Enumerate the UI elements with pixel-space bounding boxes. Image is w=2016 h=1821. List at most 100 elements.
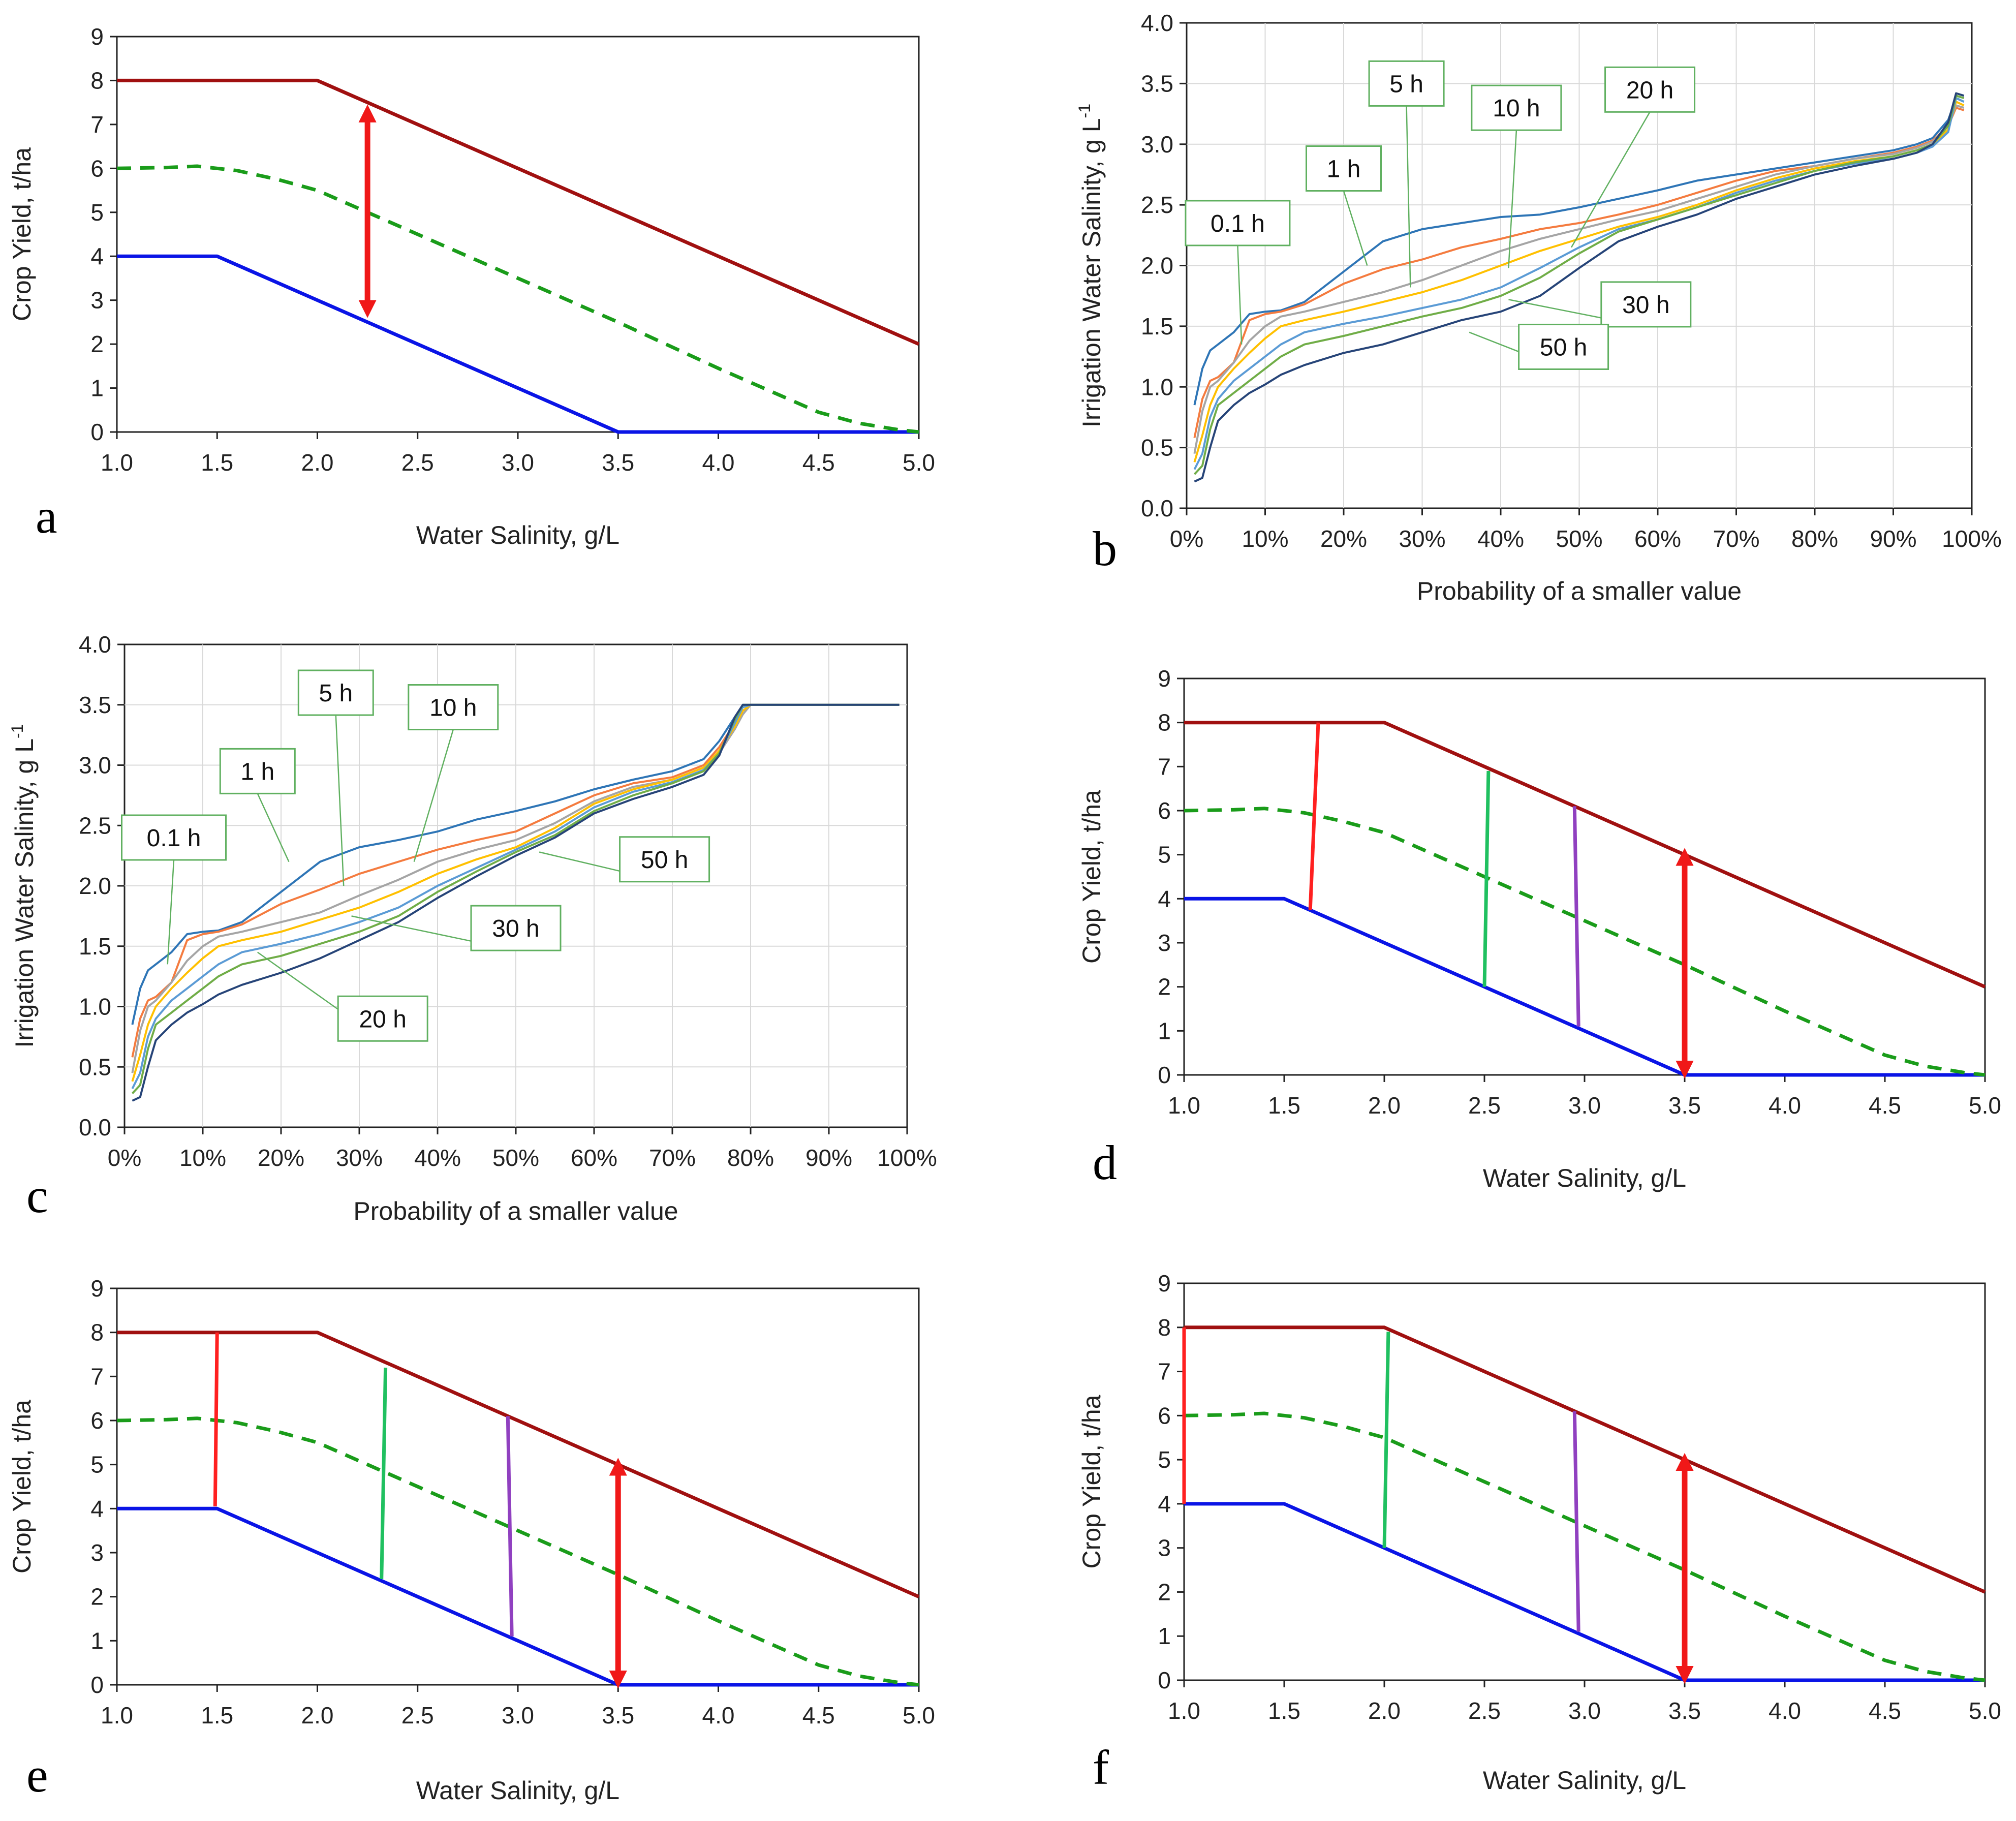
x-tick-label: 1.5 [201, 1702, 233, 1729]
panel-e-plot-area [116, 1287, 920, 1686]
x-tick-label: 50% [1556, 526, 1602, 552]
annotation-segment [1482, 770, 1491, 987]
callout-box [1600, 281, 1692, 328]
panel-b-series [1193, 92, 1965, 483]
x-tick-label: 3.5 [1668, 1697, 1701, 1724]
y-tick-label: 2.5 [1141, 192, 1173, 218]
panel-c-callouts: 0.1 h 1 h 5 h 10 h 20 h 30 h 50 h [121, 669, 710, 1042]
x-tick-label: 100% [877, 1145, 937, 1171]
callout-leader-line [335, 715, 345, 886]
series-line-50-h [1194, 92, 1965, 483]
callout-leader-line [167, 859, 175, 965]
y-tick-label: 3 [90, 1539, 104, 1566]
x-tick-label: 5.0 [903, 1702, 935, 1729]
y-tick-label: 7 [1158, 1359, 1171, 1385]
x-tick-label: 4.5 [1869, 1697, 1901, 1724]
callout-leader-line [1570, 111, 1651, 248]
annotation-segment [1308, 722, 1320, 910]
callout-label: 0.1 h [147, 825, 201, 852]
panel-e-x-ticks: 1.0 1.5 2.0 2.5 3.0 3.5 4.0 4.5 5.0 [101, 1685, 935, 1729]
annotation-segment [506, 1416, 514, 1637]
x-tick-label: 4.0 [702, 1702, 735, 1729]
panel-d: 1.0 1.5 2.0 2.5 3.0 3.5 4.0 4.5 5.0 0 1 2 3 4 5 6 7 8 9 W… [1077, 665, 2001, 1192]
callout-box [219, 748, 296, 794]
callout-label: 20 h [1626, 77, 1673, 104]
y-tick-label: 4 [90, 1495, 104, 1522]
callout-leader-line [1343, 191, 1368, 266]
callout-label: 30 h [492, 915, 539, 942]
x-tick-label: 40% [414, 1145, 461, 1171]
panel-d-x-axis-title: Water Salinity, g/L [1483, 1164, 1686, 1192]
series-line-5-h [131, 703, 900, 1073]
x-tick-label: 10% [1242, 526, 1288, 552]
series-line-50-h [132, 703, 900, 1102]
y-tick-label: 7 [90, 111, 104, 138]
y-tick-label: 8 [90, 67, 104, 94]
panel-d-x-ticks: 1.0 1.5 2.0 2.5 3.0 3.5 4.0 4.5 5.0 [1168, 1075, 2001, 1119]
x-tick-label: 4.0 [702, 449, 735, 476]
x-tick-label: 2.5 [1468, 1697, 1501, 1724]
series-line-upper [1184, 721, 1986, 989]
panel-c-x-ticks: 0% 10% 20% 30% 40% 50% 60% 70% 80% 90% 100% [108, 1127, 937, 1171]
y-tick-label: 3.0 [79, 752, 111, 779]
y-tick-label: 7 [1158, 753, 1171, 780]
x-tick-label: 2.5 [401, 1702, 434, 1729]
x-tick-label: 70% [649, 1145, 696, 1171]
panel-c-x-axis-title: Probability of a smaller value [353, 1197, 678, 1225]
y-tick-label: 1.5 [1141, 313, 1173, 339]
panel-e-letter: e [26, 1748, 48, 1802]
x-tick-label: 2.5 [401, 449, 434, 476]
panel-a-y-ticks: 0 1 2 3 4 5 6 7 8 9 [90, 23, 117, 445]
y-tick-label: 0 [1158, 1667, 1171, 1693]
panel-c-y-axis-title: Irrigation Water Salinity, g L-1 [8, 724, 39, 1047]
x-tick-label: 1.5 [1268, 1697, 1300, 1724]
panel-b-x-axis-title: Probability of a smaller value [1417, 577, 1742, 605]
y-tick-label: 4 [90, 243, 104, 269]
y-tick-label: 3 [1158, 930, 1171, 956]
y-tick-label: 8 [1158, 1314, 1171, 1341]
x-tick-label: 40% [1477, 526, 1524, 552]
x-tick-label: 2.0 [1368, 1697, 1401, 1724]
x-tick-label: 2.0 [301, 1702, 334, 1729]
series-line-lower [1184, 1502, 1985, 1682]
callout-label: 1 h [240, 758, 274, 785]
series-line-20-h [131, 703, 900, 1089]
y-tick-label: 4 [1158, 1491, 1171, 1517]
y-tick-label: 1 [1158, 1017, 1171, 1044]
x-tick-label: 4.5 [1869, 1092, 1901, 1119]
panel-e: 1.0 1.5 2.0 2.5 3.0 3.5 4.0 4.5 5.0 0 1 2 3 4 5 6 7 8 9 W… [8, 1275, 935, 1805]
panel-b-y-ticks: 0.0 0.5 1.0 1.5 2.0 2.5 3.0 3.5 4.0 [1141, 10, 1187, 521]
x-tick-label: 1.5 [201, 449, 233, 476]
x-tick-label: 3.5 [1668, 1092, 1701, 1119]
y-tick-label: 2 [1158, 1579, 1171, 1605]
y-tick-label: 2 [90, 1584, 104, 1610]
panel-a-x-ticks: 1.0 1.5 2.0 2.5 3.0 3.5 4.0 4.5 5.0 [101, 432, 935, 476]
panel-b-plot-area [1186, 22, 1973, 509]
panel-a-plot-area [116, 36, 920, 433]
panel-d-plot-area [1183, 677, 1986, 1076]
y-tick-label: 5 [90, 199, 104, 226]
panel-f-series [1184, 1325, 1986, 1682]
y-tick-label: 5 [90, 1452, 104, 1478]
panel-c-plot-area [123, 643, 908, 1128]
x-tick-label: 60% [571, 1145, 617, 1171]
callout-leader-line [413, 729, 454, 862]
y-tick-label: 2 [1158, 974, 1171, 1000]
y-tick-label: 9 [1158, 665, 1171, 692]
callout-leader-line [257, 793, 290, 862]
x-tick-label: 2.5 [1468, 1092, 1501, 1119]
plot-frame [116, 36, 920, 433]
series-line-upper [1184, 1325, 1986, 1594]
series-line-30-h [1193, 95, 1965, 475]
x-tick-label: 50% [492, 1145, 539, 1171]
callout-box [619, 836, 710, 883]
x-tick-label: 1.0 [101, 1702, 133, 1729]
callout-box [1518, 323, 1609, 370]
x-tick-label: 4.0 [1769, 1092, 1801, 1119]
panel-e-y-ticks: 0 1 2 3 4 5 6 7 8 9 [90, 1275, 117, 1698]
callout-label: 0.1 h [1211, 210, 1265, 237]
series-line-1-h [1193, 107, 1965, 438]
series-line-10-h [131, 703, 900, 1082]
series-line-upper [117, 78, 920, 346]
callout-label: 5 h [1389, 71, 1423, 98]
